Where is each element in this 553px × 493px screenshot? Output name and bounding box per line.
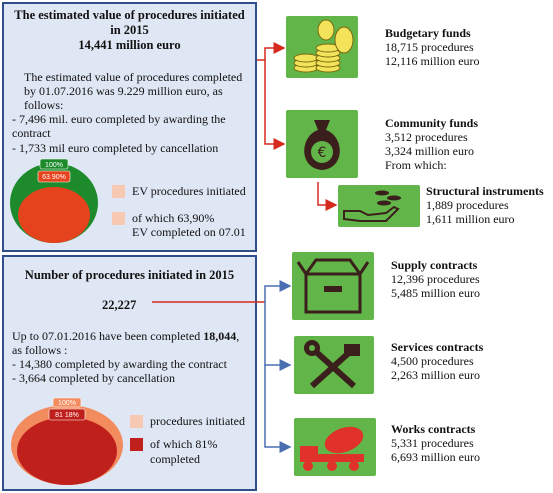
category-supply-value: 5,485 million euro bbox=[391, 286, 480, 300]
count-text-1: Up to 07.01.2016 have been completed 18,… bbox=[12, 329, 239, 343]
count-text-3: - 14,380 completed by awarding the contr… bbox=[12, 357, 227, 371]
count-pie-label-top-bg bbox=[52, 397, 82, 408]
category-services: Services contracts 4,500 procedures 2,26… bbox=[391, 340, 483, 382]
category-community-procedures: 3,512 procedures bbox=[385, 130, 468, 144]
value-panel: The estimated value of procedures initia… bbox=[2, 2, 257, 252]
value-pie-chart: 100% 63.90% bbox=[8, 157, 100, 245]
value-text-2: by 01.07.2016 was 9.229 million euro, as bbox=[24, 84, 223, 98]
value-panel-total: 14,441 million euro bbox=[78, 38, 181, 52]
category-structural: Structural instruments 1,889 procedures … bbox=[426, 184, 544, 226]
arrow-to-structural bbox=[317, 182, 338, 211]
arrow-to-budgetary bbox=[257, 42, 286, 61]
open-box-icon bbox=[292, 252, 374, 320]
value-pie-label-inner-bg bbox=[37, 170, 71, 183]
category-community: Community funds 3,512 procedures 3,324 m… bbox=[385, 116, 478, 172]
count-text-2: as follows : bbox=[12, 343, 68, 357]
value-panel-title-line1: The estimated value of procedures initia… bbox=[14, 8, 245, 22]
value-text-4: - 7,496 mil. euro completed by awarding … bbox=[12, 112, 226, 126]
legend-swatch-ev-completed bbox=[112, 212, 125, 225]
count-pie-label-inner: 81 18% bbox=[55, 412, 79, 419]
category-works-title: Works contracts bbox=[391, 422, 476, 436]
legend-procedures-completed-line2: completed bbox=[150, 452, 200, 466]
category-budgetary: Budgetary funds 18,715 procedures 12,116… bbox=[385, 26, 480, 68]
svg-text:€: € bbox=[318, 145, 327, 161]
value-text-1: The estimated value of procedures comple… bbox=[24, 70, 243, 84]
value-text-3: follows: bbox=[24, 98, 64, 112]
value-pie-label-top: 100% bbox=[45, 162, 63, 169]
count-text-1-prefix: Up to 07.01.2016 have been completed bbox=[12, 329, 204, 343]
count-panel-title: Number of procedures initiated in 2015 bbox=[24, 268, 235, 282]
category-works-value: 6,693 million euro bbox=[391, 450, 480, 464]
category-structural-procedures: 1,889 procedures bbox=[426, 198, 509, 212]
value-pie-label-top-bg bbox=[39, 158, 69, 170]
count-pie-inner bbox=[17, 417, 117, 485]
count-text-4: - 3,664 completed by cancellation bbox=[12, 371, 175, 385]
coins-icon bbox=[286, 16, 358, 78]
count-pie-label-inner-bg bbox=[48, 408, 86, 421]
category-supply-title: Supply contracts bbox=[391, 258, 478, 272]
count-panel: Number of procedures initiated in 2015 2… bbox=[2, 255, 257, 491]
count-text-1-suffix: , bbox=[236, 329, 240, 343]
category-structural-value: 1,611 million euro bbox=[426, 212, 515, 226]
category-budgetary-title: Budgetary funds bbox=[385, 26, 471, 40]
value-text-5: contract bbox=[12, 126, 51, 140]
money-bag-euro-icon: € bbox=[286, 110, 358, 178]
category-services-title: Services contracts bbox=[391, 340, 484, 354]
legend-procedures-completed-line1: of which 81% bbox=[150, 437, 218, 451]
arrow-to-community bbox=[264, 60, 286, 150]
category-community-from-which: From which: bbox=[385, 158, 447, 172]
hammer-wrench-icon bbox=[294, 336, 374, 394]
value-text-6: - 1,733 mil euro completed by cancellati… bbox=[12, 141, 219, 155]
category-services-value: 2,263 million euro bbox=[391, 368, 480, 382]
arrow-to-services bbox=[264, 302, 292, 371]
legend-ev-completed-line1: of which 63,90% bbox=[132, 211, 215, 225]
category-community-value: 3,324 million euro bbox=[385, 144, 474, 158]
category-community-title: Community funds bbox=[385, 116, 479, 130]
legend-swatch-procedures-completed bbox=[130, 438, 143, 451]
category-structural-title: Structural instruments bbox=[426, 184, 544, 198]
hand-coins-icon bbox=[338, 185, 420, 227]
value-panel-title-line2: in 2015 bbox=[110, 23, 149, 37]
cement-truck-icon bbox=[294, 418, 376, 476]
count-pie-chart: 100% 81 18% bbox=[8, 395, 126, 487]
category-budgetary-value: 12,116 million euro bbox=[385, 54, 480, 68]
category-works: Works contracts 5,331 procedures 6,693 m… bbox=[391, 422, 480, 464]
category-budgetary-procedures: 18,715 procedures bbox=[385, 40, 474, 54]
legend-swatch-procedures-initiated bbox=[130, 415, 143, 428]
count-pie-label-top: 100% bbox=[58, 400, 76, 407]
category-supply-procedures: 12,396 procedures bbox=[391, 272, 480, 286]
legend-ev-initiated: EV procedures initiated bbox=[132, 184, 246, 198]
legend-procedures-initiated: procedures initiated bbox=[150, 414, 245, 428]
legend-ev-completed-line2: EV completed on 07.01 bbox=[132, 225, 246, 239]
legend-swatch-ev-initiated bbox=[112, 185, 125, 198]
count-total: 22,227 bbox=[102, 298, 137, 312]
arrow-to-works bbox=[264, 365, 292, 453]
value-pie-inner bbox=[18, 187, 90, 243]
count-completed-number: 18,044 bbox=[203, 329, 237, 343]
category-services-procedures: 4,500 procedures bbox=[391, 354, 474, 368]
category-works-procedures: 5,331 procedures bbox=[391, 436, 474, 450]
category-supply: Supply contracts 12,396 procedures 5,485… bbox=[391, 258, 480, 300]
arrow-to-supply bbox=[264, 280, 292, 302]
value-pie-label-inner: 63.90% bbox=[42, 174, 66, 181]
